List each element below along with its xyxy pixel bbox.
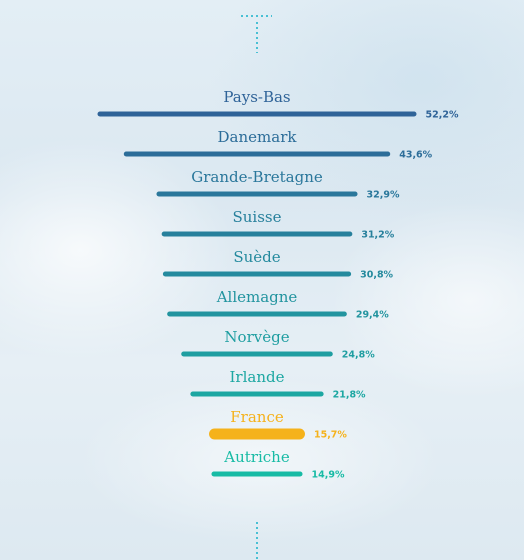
bar-row: Irlande 21,8% (190, 368, 366, 401)
bar-row: Suède 30,8% (162, 248, 394, 281)
bar (209, 428, 305, 440)
bar (190, 391, 324, 397)
category-label: Irlande (230, 368, 285, 386)
bar-row: Autriche 14,9% (211, 448, 345, 481)
bar (156, 191, 358, 197)
value-label: 21,8% (333, 390, 366, 401)
bar-row: Suisse 31,2% (161, 208, 395, 241)
bar (97, 111, 417, 117)
bar (123, 151, 391, 157)
bar-row: Pays-Bas 52,2% (97, 88, 459, 121)
category-label: Pays-Bas (223, 88, 290, 106)
category-label: France (230, 408, 284, 426)
category-label: Norvège (224, 328, 289, 346)
value-label: 30,8% (360, 270, 393, 281)
value-label: 15,7% (314, 430, 347, 441)
bar-row: France 15,7% (209, 408, 347, 441)
bar-row: Grande-Bretagne 32,9% (156, 168, 400, 201)
bar (211, 471, 303, 477)
value-label: 43,6% (399, 150, 432, 161)
category-label: Suisse (232, 208, 281, 226)
bar-row: Norvège 24,8% (181, 328, 375, 361)
category-label: Autriche (223, 448, 290, 466)
value-label: 29,4% (356, 310, 389, 321)
bar (181, 351, 333, 357)
chart-rows: Pays-Bas 52,2% Danemark 43,6% Grande-Bretagn… (97, 88, 459, 481)
value-label: 31,2% (361, 230, 394, 241)
value-label: 14,9% (312, 470, 345, 481)
category-label: Allemagne (216, 288, 298, 306)
bar-row: Danemark 43,6% (123, 128, 433, 161)
category-label: Danemark (218, 128, 298, 146)
bar (167, 311, 347, 317)
top-connector (241, 15, 272, 53)
bar (162, 271, 352, 277)
category-label: Suède (233, 248, 280, 266)
category-label: Grande-Bretagne (191, 168, 323, 186)
value-label: 52,2% (426, 110, 459, 121)
value-label: 24,8% (342, 350, 375, 361)
bar-row: Allemagne 29,4% (167, 288, 389, 321)
value-label: 32,9% (367, 190, 400, 201)
bar (161, 231, 353, 237)
